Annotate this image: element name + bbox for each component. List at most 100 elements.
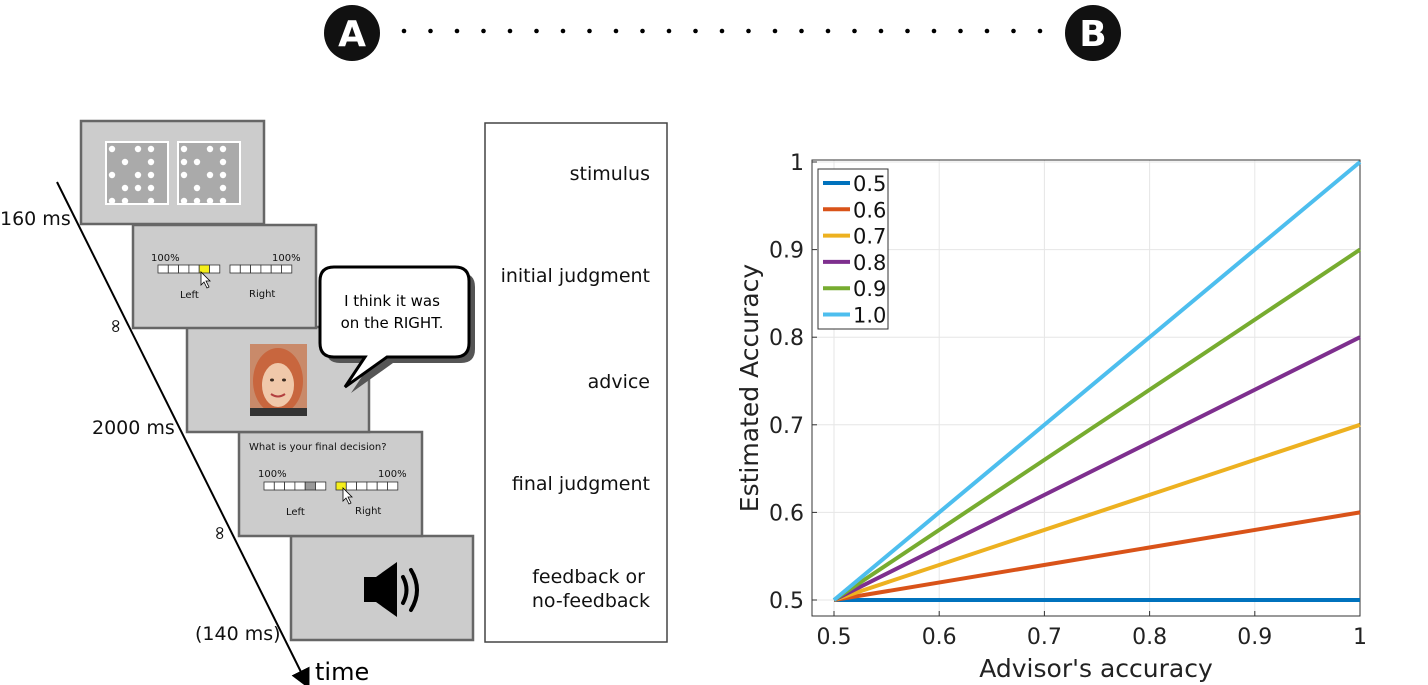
separator-dot — [454, 28, 460, 34]
duration-final: ∞ — [209, 525, 231, 541]
scale-cell — [356, 481, 368, 491]
dot-array-left — [108, 145, 155, 205]
screen-initial-judgment: 100% 100% Left Right — [131, 223, 318, 330]
separator-dot — [931, 28, 937, 34]
scale-cell — [335, 481, 347, 491]
separator-dot — [852, 28, 857, 34]
phase-feedback-line-2: no-feedback — [532, 590, 650, 612]
duration-stimulus: 160 ms — [0, 208, 71, 230]
scale-cell — [304, 481, 316, 491]
separator-dot — [666, 28, 672, 34]
separator-dot — [905, 28, 910, 34]
svg-text:Left: Left — [286, 507, 305, 518]
duration-feedback: (140 ms) — [195, 623, 281, 645]
scale-cell — [270, 264, 282, 274]
time-axis-label: time — [315, 658, 369, 685]
separator-dot — [1011, 28, 1016, 34]
stimulus-dot — [206, 171, 214, 179]
separator-dot — [825, 28, 831, 34]
x-tick-label: 1 — [1353, 625, 1367, 650]
y-tick-label: 0.9 — [769, 239, 804, 264]
scale-cell — [294, 481, 306, 491]
y-axis-label: Estimated Accuracy — [735, 264, 764, 513]
separator-dot — [560, 28, 566, 34]
svg-text:100%: 100% — [258, 469, 287, 480]
stimulus-dot — [134, 171, 142, 179]
scale-cell — [157, 264, 169, 274]
stimulus-dot — [219, 197, 227, 205]
scale-cell — [263, 481, 275, 491]
phase-final-judgment: final judgment — [512, 473, 650, 495]
scale-cell — [229, 264, 241, 274]
scale-cell — [376, 481, 388, 491]
separator-dot — [878, 28, 884, 34]
svg-text:100%: 100% — [378, 469, 407, 480]
stimulus-dot — [147, 171, 155, 179]
stimulus-dot — [147, 145, 155, 153]
stimulus-dot — [147, 184, 155, 192]
separator-dot — [401, 28, 407, 34]
svg-text:Right: Right — [355, 506, 381, 517]
x-tick-label: 0.5 — [817, 625, 852, 650]
separator-dot — [507, 28, 513, 34]
series-line-0.6 — [833, 510, 1361, 602]
legend-label: 0.6 — [853, 198, 886, 222]
scale-cell — [345, 481, 357, 491]
separator-dot — [1037, 28, 1043, 34]
separator-dot — [746, 28, 751, 34]
scale-cell — [273, 481, 285, 491]
stimulus-dot — [219, 184, 227, 192]
speech-bubble: I think it was on the RIGHT. — [318, 265, 475, 393]
duration-initial: ∞ — [105, 318, 127, 334]
phase-feedback-line-1: feedback or — [532, 566, 645, 588]
phase-stimulus: stimulus — [570, 163, 650, 185]
badge-a: A — [324, 5, 380, 61]
separator-dot — [958, 28, 963, 34]
scale-cell — [250, 264, 262, 274]
stimulus-dot — [108, 145, 116, 153]
x-tick-label: 0.6 — [922, 625, 957, 650]
advisor-face-photo — [250, 344, 307, 416]
stimulus-dot — [180, 171, 188, 179]
scale-cell — [387, 481, 399, 491]
separator-dot — [587, 28, 592, 34]
phase-initial-judgment: initial judgment — [501, 265, 650, 287]
scale-cell — [178, 264, 190, 274]
stimulus-dot — [193, 184, 201, 192]
badge-b: B — [1065, 5, 1121, 61]
stimulus-dot — [180, 158, 188, 166]
stimulus-dot — [180, 145, 188, 153]
final-question: What is your final decision? — [249, 442, 387, 453]
scale-cell — [167, 264, 180, 274]
scale-cell — [239, 264, 252, 274]
x-axis-label: Advisor's accuracy — [979, 654, 1213, 683]
stimulus-dot — [134, 184, 142, 192]
svg-text:A: A — [338, 14, 366, 55]
y-tick-label: 0.8 — [769, 326, 804, 351]
x-tick-label: 0.8 — [1132, 625, 1167, 650]
legend-label: 1.0 — [853, 304, 886, 328]
separator-dot — [799, 28, 804, 34]
screen-feedback — [289, 534, 475, 642]
separator-dot — [772, 28, 778, 34]
svg-text:100%: 100% — [272, 253, 301, 264]
stimulus-dot — [219, 158, 227, 166]
svg-text:B: B — [1079, 14, 1106, 55]
svg-text:Left: Left — [180, 290, 199, 301]
screen-stimulus — [79, 119, 266, 226]
badge-separator-dots — [401, 28, 1043, 34]
stimulus-dot — [219, 145, 227, 153]
series-line-0.9 — [832, 247, 1362, 602]
plot-frame — [811, 159, 1361, 617]
stimulus-dot — [108, 197, 116, 205]
stimulus-dot — [193, 197, 201, 205]
legend-label: 0.9 — [853, 277, 886, 301]
series-line-0.7 — [833, 422, 1361, 602]
separator-dot — [534, 28, 539, 34]
stimulus-dot — [219, 171, 227, 179]
cursor-icon — [200, 271, 211, 289]
y-tick-label: 0.6 — [769, 501, 804, 526]
y-tick-label: 0.5 — [769, 589, 804, 614]
stimulus-dot — [193, 158, 201, 166]
scale-cell — [209, 264, 221, 274]
